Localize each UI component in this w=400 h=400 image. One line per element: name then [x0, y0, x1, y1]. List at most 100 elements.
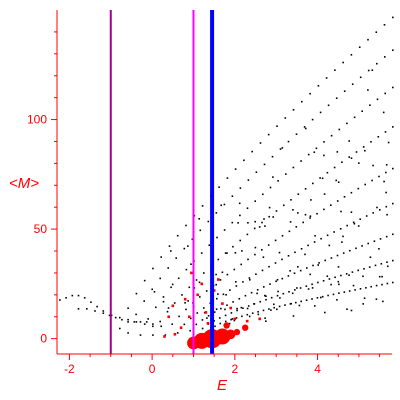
data-point	[298, 304, 301, 307]
data-point	[251, 312, 254, 314]
data-point	[65, 297, 67, 299]
data-point	[220, 307, 222, 310]
data-point	[375, 31, 378, 33]
data-point	[178, 315, 180, 318]
data-point	[345, 273, 348, 275]
data-point	[262, 309, 265, 312]
data-point	[278, 305, 281, 308]
data-point	[253, 227, 256, 230]
data-point	[305, 285, 308, 287]
data-point	[392, 49, 394, 51]
data-point	[385, 205, 388, 208]
axis-layer	[56, 10, 392, 355]
data-point	[336, 151, 339, 153]
data-point	[336, 254, 339, 257]
red-data-point	[190, 271, 193, 275]
data-point	[254, 246, 257, 249]
data-point	[241, 315, 243, 318]
data-point	[309, 92, 311, 95]
red-data-point	[225, 329, 236, 340]
data-point	[293, 272, 296, 274]
data-point	[208, 244, 211, 246]
data-point	[297, 266, 299, 268]
data-point	[265, 295, 267, 297]
data-point	[381, 275, 383, 278]
data-point	[224, 314, 227, 317]
data-point	[133, 321, 136, 323]
data-point	[246, 313, 249, 316]
data-point	[372, 212, 374, 214]
red-data-point	[242, 324, 249, 331]
data-point	[281, 258, 283, 261]
data-point	[381, 283, 383, 286]
red-data-point	[229, 306, 232, 310]
data-point	[159, 277, 161, 280]
data-point	[281, 147, 284, 149]
data-point	[337, 266, 340, 268]
data-point	[321, 177, 324, 180]
data-point	[314, 235, 316, 237]
data-point	[287, 140, 290, 143]
data-point	[176, 234, 179, 237]
data-point	[225, 294, 227, 296]
red-data-point	[233, 317, 237, 321]
data-point	[183, 247, 186, 250]
data-point	[311, 287, 314, 289]
data-point	[304, 127, 307, 130]
data-point	[247, 305, 250, 307]
data-point	[244, 294, 247, 297]
data-point	[385, 191, 387, 194]
data-point	[384, 56, 386, 58]
data-point	[275, 210, 278, 212]
data-point	[127, 307, 129, 309]
data-point	[96, 305, 98, 308]
data-point	[324, 259, 326, 262]
data-point	[259, 300, 261, 303]
data-point	[307, 288, 310, 290]
data-point	[346, 122, 348, 125]
data-point	[295, 226, 298, 228]
data-point	[216, 297, 218, 300]
data-point	[367, 69, 370, 72]
data-point	[233, 319, 236, 322]
data-point	[226, 273, 229, 276]
data-point	[314, 305, 316, 307]
data-point	[205, 290, 208, 292]
data-point	[367, 242, 369, 245]
data-point	[326, 234, 329, 237]
red-data-point	[183, 297, 187, 301]
data-point	[94, 310, 96, 312]
data-point	[239, 214, 241, 217]
data-point	[367, 38, 369, 41]
data-point	[369, 104, 371, 106]
data-point	[265, 320, 267, 322]
data-point	[303, 126, 306, 128]
data-point	[276, 125, 278, 127]
data-point	[307, 153, 310, 156]
data-point	[264, 294, 266, 297]
data-point	[198, 218, 200, 220]
black-point-layer	[59, 16, 394, 336]
data-point	[185, 224, 187, 227]
data-point	[305, 299, 308, 301]
data-point	[250, 291, 253, 294]
data-point	[324, 311, 326, 314]
data-point	[300, 160, 302, 162]
data-point	[376, 206, 378, 209]
data-point	[277, 290, 279, 293]
data-point	[261, 221, 263, 224]
data-point	[342, 61, 344, 64]
data-point	[333, 166, 336, 169]
data-point	[292, 209, 294, 211]
data-point	[301, 100, 303, 103]
red-data-point	[245, 319, 249, 323]
data-point	[254, 220, 256, 223]
data-point	[359, 288, 362, 290]
data-point	[304, 213, 307, 216]
data-point	[330, 283, 332, 286]
data-point	[304, 188, 307, 190]
data-point	[263, 286, 265, 288]
data-point	[276, 294, 279, 297]
data-point	[378, 248, 380, 250]
data-point	[255, 273, 257, 275]
